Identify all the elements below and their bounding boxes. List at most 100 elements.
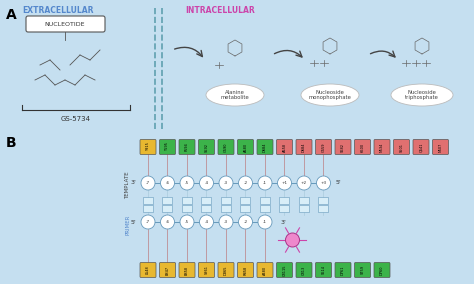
Ellipse shape: [391, 84, 453, 106]
Circle shape: [200, 215, 213, 229]
Text: INTRACELLULAR: INTRACELLULAR: [185, 6, 255, 15]
Text: G559: G559: [321, 142, 326, 152]
FancyBboxPatch shape: [218, 139, 234, 154]
Text: N507: N507: [438, 142, 443, 152]
FancyBboxPatch shape: [221, 205, 231, 212]
Text: C813: C813: [302, 265, 306, 275]
Text: B: B: [6, 136, 17, 150]
Text: L548: L548: [146, 266, 150, 274]
Text: B858: B858: [185, 266, 189, 275]
Text: Nucleoside
triphosphate: Nucleoside triphosphate: [405, 89, 439, 101]
Text: 3': 3': [130, 181, 136, 185]
FancyBboxPatch shape: [159, 139, 175, 154]
Text: 3': 3': [280, 220, 286, 224]
Text: -4: -4: [204, 181, 209, 185]
Circle shape: [238, 215, 253, 229]
Text: G590: G590: [224, 142, 228, 152]
Text: 5': 5': [336, 181, 341, 185]
Text: +1: +1: [282, 181, 288, 185]
FancyBboxPatch shape: [237, 262, 254, 277]
Circle shape: [297, 176, 311, 190]
Text: -5: -5: [185, 181, 189, 185]
FancyBboxPatch shape: [335, 139, 351, 154]
Circle shape: [161, 215, 174, 229]
FancyBboxPatch shape: [276, 139, 292, 154]
FancyBboxPatch shape: [319, 205, 328, 212]
FancyBboxPatch shape: [355, 262, 371, 277]
FancyBboxPatch shape: [374, 139, 390, 154]
Text: F594: F594: [185, 143, 189, 151]
Circle shape: [258, 176, 272, 190]
Text: S759: S759: [361, 266, 365, 275]
FancyBboxPatch shape: [179, 139, 195, 154]
Text: Y915: Y915: [146, 143, 150, 151]
FancyBboxPatch shape: [299, 197, 309, 204]
FancyBboxPatch shape: [280, 205, 290, 212]
FancyBboxPatch shape: [280, 197, 290, 204]
FancyBboxPatch shape: [299, 205, 309, 212]
Circle shape: [285, 233, 300, 247]
FancyBboxPatch shape: [413, 139, 429, 154]
Circle shape: [238, 176, 253, 190]
FancyBboxPatch shape: [393, 139, 410, 154]
Text: A480: A480: [263, 266, 267, 275]
Circle shape: [180, 215, 194, 229]
FancyBboxPatch shape: [163, 197, 173, 204]
FancyBboxPatch shape: [374, 262, 390, 277]
Text: -6: -6: [165, 220, 170, 224]
FancyBboxPatch shape: [257, 262, 273, 277]
FancyBboxPatch shape: [26, 16, 105, 32]
FancyBboxPatch shape: [355, 139, 371, 154]
FancyBboxPatch shape: [182, 197, 192, 204]
FancyBboxPatch shape: [199, 262, 215, 277]
Text: -3: -3: [224, 220, 228, 224]
Text: Q541: Q541: [419, 142, 423, 152]
FancyBboxPatch shape: [432, 139, 448, 154]
Circle shape: [141, 215, 155, 229]
Text: S614: S614: [321, 266, 326, 275]
FancyBboxPatch shape: [296, 262, 312, 277]
Text: Y595: Y595: [165, 143, 170, 151]
FancyBboxPatch shape: [316, 262, 331, 277]
FancyBboxPatch shape: [140, 262, 156, 277]
FancyBboxPatch shape: [257, 139, 273, 154]
Text: -2: -2: [244, 220, 247, 224]
Circle shape: [219, 176, 233, 190]
Text: D760: D760: [380, 265, 384, 275]
FancyBboxPatch shape: [182, 205, 192, 212]
Ellipse shape: [301, 84, 359, 106]
Text: -5: -5: [185, 220, 189, 224]
Text: +3: +3: [320, 181, 327, 185]
Text: S682: S682: [341, 143, 345, 151]
FancyBboxPatch shape: [159, 262, 175, 277]
FancyBboxPatch shape: [260, 205, 270, 212]
FancyBboxPatch shape: [163, 205, 173, 212]
Text: N534: N534: [380, 142, 384, 152]
FancyBboxPatch shape: [199, 139, 215, 154]
Circle shape: [219, 215, 233, 229]
Circle shape: [180, 176, 194, 190]
FancyBboxPatch shape: [316, 139, 331, 154]
Circle shape: [258, 215, 272, 229]
FancyBboxPatch shape: [143, 205, 153, 212]
Text: S501: S501: [400, 143, 403, 151]
Text: TEMPLATE: TEMPLATE: [126, 171, 130, 199]
Circle shape: [200, 176, 213, 190]
FancyBboxPatch shape: [201, 197, 211, 204]
Text: -6: -6: [165, 181, 170, 185]
Text: 5': 5': [130, 220, 136, 224]
FancyBboxPatch shape: [335, 262, 351, 277]
Text: NUCLEOTIDE: NUCLEOTIDE: [45, 22, 85, 26]
Text: Alanine
metabolite: Alanine metabolite: [220, 89, 249, 101]
Text: -4: -4: [204, 220, 209, 224]
Circle shape: [141, 176, 155, 190]
FancyBboxPatch shape: [276, 262, 292, 277]
FancyBboxPatch shape: [237, 139, 254, 154]
FancyBboxPatch shape: [296, 139, 312, 154]
Text: PRIMER: PRIMER: [126, 215, 130, 235]
Text: S861: S861: [204, 266, 209, 275]
FancyBboxPatch shape: [240, 205, 250, 212]
Text: D761: D761: [341, 265, 345, 275]
Text: -1: -1: [263, 181, 267, 185]
Text: C8115: C8115: [283, 264, 286, 276]
